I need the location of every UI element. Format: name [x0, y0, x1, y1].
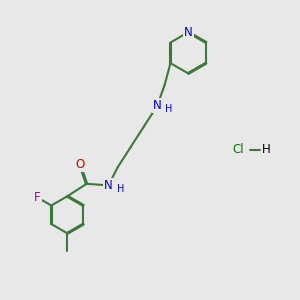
Text: N: N	[104, 179, 113, 192]
Text: O: O	[75, 158, 85, 171]
Text: H: H	[117, 184, 124, 194]
Text: N: N	[153, 99, 162, 112]
Text: H: H	[165, 104, 173, 114]
Text: H: H	[262, 143, 271, 157]
Text: Cl: Cl	[232, 143, 244, 157]
Text: F: F	[34, 191, 40, 204]
Text: N: N	[184, 26, 193, 39]
